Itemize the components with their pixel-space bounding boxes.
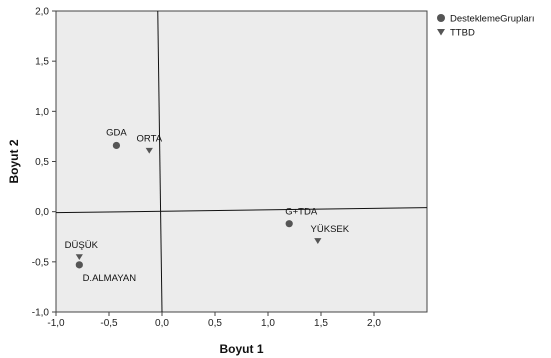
x-tick-label: -0,5 <box>100 318 118 329</box>
x-tick-label: 0,5 <box>208 318 222 329</box>
legend-entry-label: TTBD <box>450 28 475 39</box>
legend-circle-marker <box>437 14 445 22</box>
x-tick-label: 1,5 <box>314 318 328 329</box>
point-circle-marker <box>75 261 83 269</box>
point-label: YÜKSEK <box>311 224 350 235</box>
point-triangle-marker <box>75 254 83 261</box>
point-label: GDA <box>106 127 127 138</box>
y-tick-label: -1,0 <box>32 308 50 319</box>
legend-triangle-marker <box>437 29 445 36</box>
y-axis-ticks: 2,0 1,5 1,0 0,5 0,0 -0,5 -1,0 <box>32 7 56 319</box>
y-tick-label: 2,0 <box>35 7 49 18</box>
y-tick-label: 1,5 <box>35 57 49 68</box>
x-tick-label: 2,0 <box>367 318 381 329</box>
x-axis-title: Boyut 1 <box>219 342 263 356</box>
y-tick-label: 1,0 <box>35 107 49 118</box>
x-tick-label: 1,0 <box>261 318 275 329</box>
x-axis-ticks: -1,0 -0,5 0,0 0,5 1,0 1,5 2,0 <box>47 312 381 329</box>
point-label: ORTA <box>137 133 163 144</box>
legend: DesteklemeGrupları TTBD <box>437 14 534 39</box>
y-tick-label: -0,5 <box>32 257 50 268</box>
data-points: GDA G+TDA D.ALMAYAN ORTA YÜKSEK DÜŞÜK <box>65 127 350 283</box>
y-tick-label: 0,0 <box>35 207 49 218</box>
y-axis-title: Boyut 2 <box>7 139 21 183</box>
point-triangle-marker <box>145 147 153 154</box>
point-circle-marker <box>285 220 293 228</box>
x-tick-label: 0,0 <box>155 318 169 329</box>
reference-lines <box>55 10 428 313</box>
point-label: DÜŞÜK <box>65 240 99 251</box>
vertical-reference-line <box>157 10 163 313</box>
x-tick-label: -1,0 <box>47 318 65 329</box>
point-circle-marker <box>112 141 121 150</box>
legend-entry-label: DesteklemeGrupları <box>450 14 534 25</box>
horizontal-reference-line <box>55 207 428 214</box>
point-label: G+TDA <box>285 207 318 218</box>
point-label: D.ALMAYAN <box>83 273 137 284</box>
point-triangle-marker <box>314 238 322 244</box>
y-tick-label: 0,5 <box>35 157 49 168</box>
plot-area <box>55 10 428 313</box>
